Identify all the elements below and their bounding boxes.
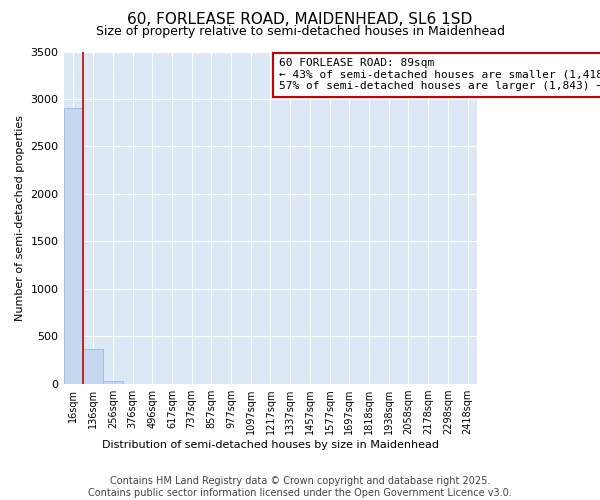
Bar xyxy=(83,349,103,384)
X-axis label: Distribution of semi-detached houses by size in Maidenhead: Distribution of semi-detached houses by … xyxy=(102,440,439,450)
Text: Contains HM Land Registry data © Crown copyright and database right 2025.
Contai: Contains HM Land Registry data © Crown c… xyxy=(88,476,512,498)
Text: 60, FORLEASE ROAD, MAIDENHEAD, SL6 1SD: 60, FORLEASE ROAD, MAIDENHEAD, SL6 1SD xyxy=(127,12,473,28)
Bar xyxy=(103,381,122,384)
Text: Size of property relative to semi-detached houses in Maidenhead: Size of property relative to semi-detach… xyxy=(95,25,505,38)
Y-axis label: Number of semi-detached properties: Number of semi-detached properties xyxy=(15,114,25,320)
Text: 60 FORLEASE ROAD: 89sqm
← 43% of semi-detached houses are smaller (1,418)
57% of: 60 FORLEASE ROAD: 89sqm ← 43% of semi-de… xyxy=(279,58,600,92)
Bar xyxy=(64,108,83,384)
